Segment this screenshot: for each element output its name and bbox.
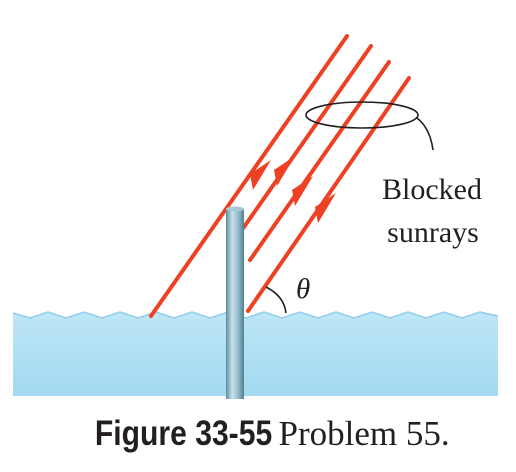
sunray-1 bbox=[149, 34, 349, 318]
ray-arrow-icon bbox=[250, 160, 271, 190]
caption-label: Figure 33-55 bbox=[95, 414, 273, 453]
blocked-label-line1: Blocked bbox=[382, 173, 482, 206]
ray-arrows bbox=[250, 156, 336, 223]
sunray-2 bbox=[230, 44, 373, 246]
figure-caption: Figure 33-55 Problem 55. bbox=[0, 414, 516, 454]
caption-text: Problem 55. bbox=[278, 414, 450, 453]
ray-arrow-icon bbox=[292, 176, 313, 206]
sunray-3 bbox=[248, 60, 391, 262]
blocked-label-line2: sunrays bbox=[387, 216, 479, 249]
water-body bbox=[13, 312, 498, 396]
blocked-rays-ellipse bbox=[305, 101, 419, 129]
water-surface-line bbox=[12, 311, 499, 319]
pole bbox=[226, 209, 244, 399]
leader-line bbox=[416, 117, 434, 151]
ray-arrow-icon bbox=[274, 156, 295, 186]
pole-top bbox=[226, 206, 244, 212]
sunray-4 bbox=[246, 76, 411, 313]
sunrays bbox=[149, 34, 411, 318]
figure-diagram: θ Blocked sunrays bbox=[12, 34, 499, 399]
ray-arrow-icon bbox=[315, 193, 336, 223]
angle-symbol: θ bbox=[296, 273, 310, 305]
angle-arc bbox=[265, 286, 287, 314]
